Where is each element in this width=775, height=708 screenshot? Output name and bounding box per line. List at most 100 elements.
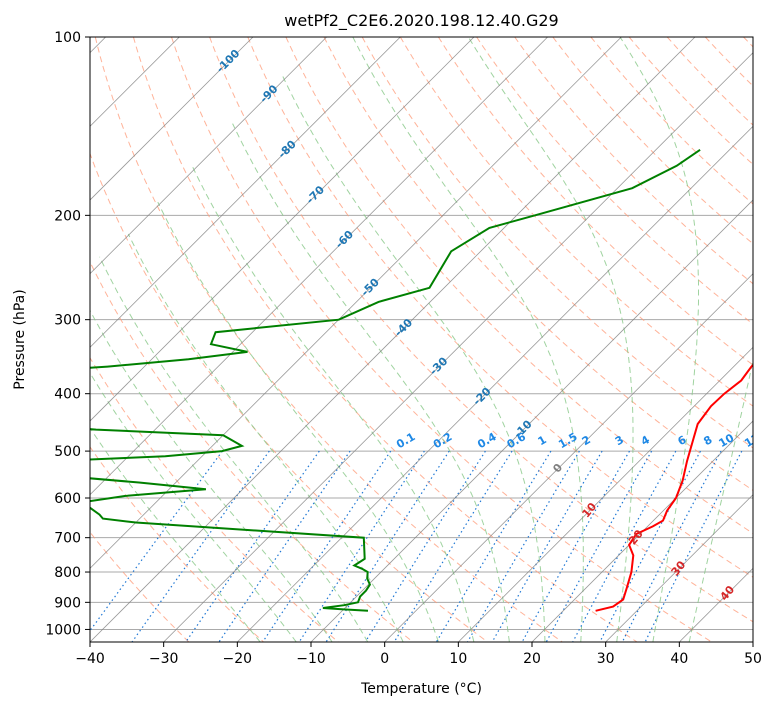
mixing-ratio-label: 10: [716, 431, 736, 450]
x-tick-label: 10: [449, 651, 467, 667]
x-tick-label: −20: [223, 651, 253, 667]
isotherm-label: -70: [304, 183, 327, 206]
isotherm: [90, 37, 475, 422]
isotherm-label: -50: [359, 276, 382, 299]
moist-adiabat: [157, 201, 439, 642]
dry-adiabat: [247, 37, 753, 578]
mixing-ratio-line: [572, 450, 677, 642]
x-tick-label: 0: [380, 651, 389, 667]
moist-adiabat: [127, 233, 404, 642]
dry-adiabat: [90, 356, 339, 642]
mixing-ratio-label: 1: [536, 433, 549, 448]
dry-adiabat: [90, 152, 488, 642]
x-tick-label: 40: [670, 651, 688, 667]
isotherm: [163, 52, 753, 642]
moist-adiabat-label: 30: [669, 558, 689, 578]
dry-adiabat: [209, 37, 753, 623]
moist-adiabat: [688, 358, 753, 642]
y-tick-label: 200: [54, 208, 81, 224]
isotherm-label: -100: [214, 47, 243, 76]
isotherm: [90, 37, 254, 201]
isotherm: [531, 420, 753, 642]
mixing-ratio-label: 16: [764, 431, 775, 450]
dry-adiabat: [90, 260, 414, 642]
dry-adiabat: [437, 37, 753, 366]
y-tick-label: 600: [54, 491, 81, 507]
moist-adiabat: [232, 123, 510, 642]
mixing-ratio-line: [599, 450, 702, 642]
mixing-ratio-label: 8: [701, 433, 714, 448]
isotherm: [90, 37, 401, 348]
isotherm-label: -20: [470, 385, 493, 408]
isotherm: [90, 37, 548, 496]
mixing-ratio-label: 0.2: [431, 430, 454, 451]
isotherm: [310, 199, 753, 642]
isotherm: [90, 37, 696, 642]
isotherm-label: -60: [333, 228, 356, 251]
y-tick-label: 700: [54, 531, 81, 547]
mixing-ratio-label: 1.5: [556, 430, 579, 451]
mixing-ratio-label: 13: [742, 431, 762, 450]
x-tick-label: −40: [75, 651, 105, 667]
mixing-ratio-line: [621, 450, 722, 642]
mixing-ratio-line: [131, 450, 270, 642]
y-tick-label: 1000: [45, 622, 81, 638]
moist-adiabat: [90, 309, 333, 642]
mixing-ratio-line: [435, 450, 552, 642]
plot-frame: [89, 36, 754, 643]
moist-adiabat: [467, 37, 634, 642]
dry-adiabat: [132, 37, 638, 642]
y-axis-label: Pressure (hPa): [12, 289, 28, 389]
moist-adiabat-label: 40: [717, 583, 737, 603]
moist-adiabat: [191, 165, 475, 642]
isotherm-label: -90: [257, 82, 280, 105]
mixing-ratio-line: [364, 450, 486, 642]
mixing-ratio-line: [90, 450, 223, 632]
dry-adiabat: [285, 37, 753, 535]
dry-adiabat: [399, 37, 753, 407]
mixing-ratio-label: 6: [676, 433, 689, 448]
dry-adiabat: [94, 37, 563, 642]
dry-adiabat: [590, 37, 753, 205]
y-tick-label: 900: [54, 595, 81, 611]
y-tick-label: 100: [54, 30, 81, 46]
y-tick-label: 300: [54, 313, 81, 329]
plot-area: -100-90-80-70-60-50-40-30-20-100.1 0.2 0.4…: [90, 37, 775, 642]
dewpoint-profile: [90, 148, 701, 612]
isotherm: [384, 273, 753, 642]
mixing-ratio-line: [466, 450, 580, 642]
dry-adiabat: [90, 531, 190, 642]
isotherm: [90, 37, 622, 569]
isotherm: [752, 641, 753, 642]
isotherm-label: -30: [427, 354, 450, 377]
dry-adiabat: [90, 446, 264, 642]
isotherm: [458, 346, 753, 642]
x-tick-label: −30: [149, 651, 179, 667]
dry-adiabat: [323, 37, 753, 491]
temperature-profile: [595, 363, 753, 612]
mixing-ratio-line: [545, 450, 653, 642]
chart-title: wetPf2_C2E6.2020.198.12.40.G29: [284, 11, 558, 31]
mixing-ratio-line: [325, 450, 450, 642]
x-tick-label: 20: [523, 651, 541, 667]
mixing-ratio-label: 0.1: [394, 430, 417, 451]
y-tick-label: 400: [54, 387, 81, 403]
dry-adiabat: [171, 37, 712, 642]
moist-adiabat: [99, 256, 369, 642]
y-tick-label: 800: [54, 565, 81, 581]
isotherm: [605, 494, 753, 642]
x-tick-label: −10: [296, 651, 326, 667]
x-axis-label: Temperature (°C): [360, 681, 482, 697]
mixing-ratio-label: 3: [613, 433, 626, 448]
x-tick-label: 50: [744, 651, 762, 667]
dry-adiabat: [552, 37, 753, 245]
y-tick-label: 500: [54, 444, 81, 460]
moist-adiabat: [352, 37, 584, 642]
x-tick-label: 30: [597, 651, 615, 667]
isotherm: [237, 125, 753, 642]
mixing-ratio-label: 4: [639, 433, 652, 448]
dry-adiabat: [666, 37, 753, 126]
mixing-ratio-line: [218, 450, 351, 642]
